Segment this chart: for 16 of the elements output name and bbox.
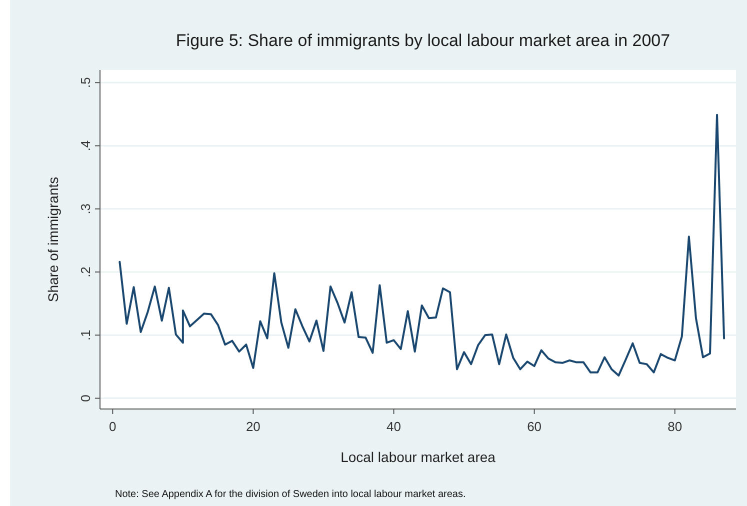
x-tick-label: 60 — [527, 419, 542, 434]
chart-title: Figure 5: Share of immigrants by local labour market area in 2007 — [176, 31, 670, 50]
line-series — [118, 114, 726, 377]
x-tick-label: 40 — [386, 419, 401, 434]
y-tick-label: .3 — [78, 203, 93, 214]
y-tick-label: 0 — [78, 394, 93, 402]
x-tick-label: 0 — [109, 419, 116, 434]
text: Note: See Appendix A for the division of Sweden into local labour market areas. — [115, 489, 466, 500]
y-tick-label: .2 — [78, 266, 93, 278]
y-tick-label: .1 — [78, 330, 93, 341]
y-axis-title: Share of immigrants — [45, 176, 61, 302]
x-axis-title: Local labour market area — [340, 449, 496, 465]
x-tick-label: 80 — [668, 419, 682, 434]
x-tick-label: 20 — [246, 419, 260, 434]
y-tick-label: .4 — [78, 140, 93, 152]
y-tick-label: .5 — [78, 77, 93, 88]
